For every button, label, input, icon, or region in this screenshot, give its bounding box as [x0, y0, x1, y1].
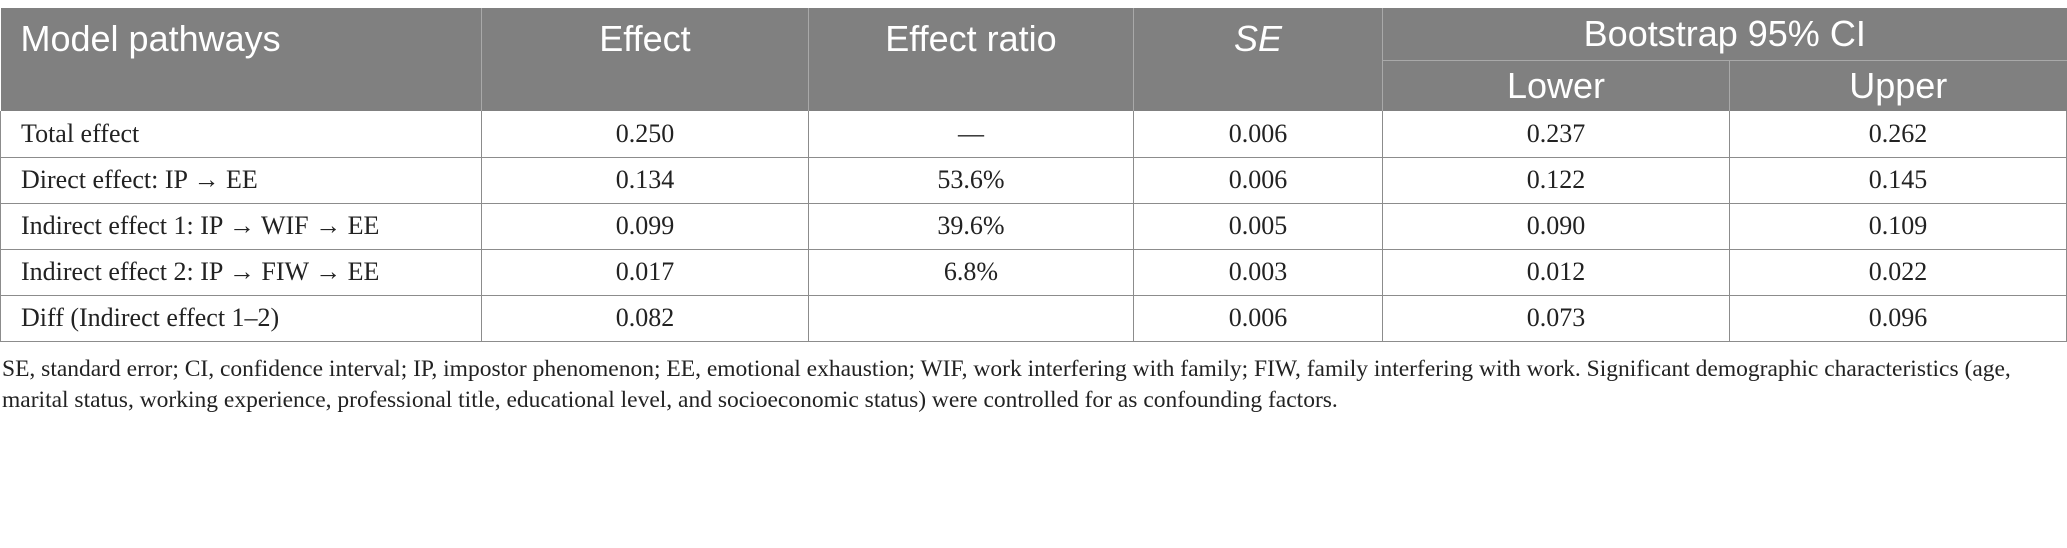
header-bootstrap-ci: Bootstrap 95% CI [1382, 8, 2067, 61]
cell-lower: 0.090 [1382, 203, 1730, 250]
cell-pathway: Indirect effect 2: IP → FIW → EE [0, 249, 482, 296]
header-se: SE [1133, 8, 1383, 111]
cell-lower: 0.012 [1382, 249, 1730, 296]
cell-upper: 0.145 [1729, 157, 2067, 204]
table-row: Indirect effect 2: IP → FIW → EE 0.017 6… [0, 249, 2067, 296]
cell-effect: 0.134 [481, 157, 809, 204]
cell-se: 0.006 [1133, 111, 1383, 158]
cell-pathway: Diff (Indirect effect 1–2) [0, 295, 482, 342]
header-model-pathways: Model pathways [0, 8, 482, 111]
cell-ratio [808, 295, 1134, 342]
table-row: Direct effect: IP → EE 0.134 53.6% 0.006… [0, 157, 2067, 204]
cell-ratio: — [808, 111, 1134, 158]
cell-pathway: Direct effect: IP → EE [0, 157, 482, 204]
table-footnote: SE, standard error; CI, confidence inter… [2, 355, 2011, 413]
cell-effect: 0.082 [481, 295, 809, 342]
cell-upper: 0.022 [1729, 249, 2067, 296]
cell-se: 0.006 [1133, 295, 1383, 342]
cell-pathway: Indirect effect 1: IP → WIF → EE [0, 203, 482, 250]
cell-effect: 0.017 [481, 249, 809, 296]
cell-upper: 0.096 [1729, 295, 2067, 342]
table-row: Diff (Indirect effect 1–2) 0.082 0.006 0… [0, 295, 2067, 342]
cell-se: 0.003 [1133, 249, 1383, 296]
cell-lower: 0.073 [1382, 295, 1730, 342]
cell-pathway: Total effect [0, 111, 482, 158]
header-lower: Lower [1382, 60, 1730, 111]
cell-upper: 0.262 [1729, 111, 2067, 158]
cell-ratio: 39.6% [808, 203, 1134, 250]
cell-se: 0.005 [1133, 203, 1383, 250]
header-effect: Effect [481, 8, 809, 111]
table-row: Total effect 0.250 — 0.006 0.237 0.262 [0, 111, 2067, 158]
table-header: Model pathways Effect Effect ratio SE Bo… [0, 8, 2067, 111]
table-row: Indirect effect 1: IP → WIF → EE 0.099 3… [0, 203, 2067, 250]
cell-ratio: 53.6% [808, 157, 1134, 204]
results-table-container: Model pathways Effect Effect ratio SE Bo… [0, 8, 2067, 416]
mediation-results-table: Model pathways Effect Effect ratio SE Bo… [0, 8, 2067, 342]
header-effect-ratio: Effect ratio [808, 8, 1134, 111]
cell-ratio: 6.8% [808, 249, 1134, 296]
cell-lower: 0.237 [1382, 111, 1730, 158]
cell-upper: 0.109 [1729, 203, 2067, 250]
cell-se: 0.006 [1133, 157, 1383, 204]
cell-effect: 0.250 [481, 111, 809, 158]
cell-lower: 0.122 [1382, 157, 1730, 204]
cell-effect: 0.099 [481, 203, 809, 250]
header-upper: Upper [1729, 60, 2067, 111]
table-body: Total effect 0.250 — 0.006 0.237 0.262 D… [0, 111, 2067, 342]
